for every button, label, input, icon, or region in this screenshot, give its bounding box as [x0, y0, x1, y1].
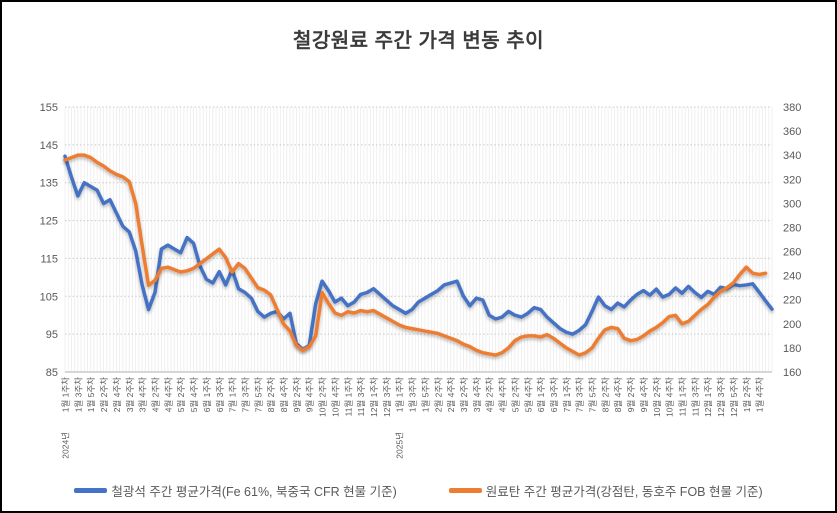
- svg-text:10월 2주차: 10월 2주차: [318, 377, 328, 417]
- svg-text:11월 1주차: 11월 1주차: [343, 377, 353, 417]
- svg-text:5월 4주차: 5월 4주차: [189, 377, 199, 412]
- legend-item-iron-ore: 철광석 주간 평균가격(Fe 61%, 북중국 CFR 현물 기준): [74, 481, 397, 500]
- svg-text:2월 2주차: 2월 2주차: [99, 377, 109, 412]
- svg-text:320: 320: [783, 174, 801, 186]
- svg-text:2024년: 2024년: [61, 432, 71, 459]
- legend-item-coking-coal: 원료탄 주간 평균가격(강점탄, 동호주 FOB 현물 기준): [448, 481, 763, 500]
- svg-text:1월 1주차: 1월 1주차: [61, 377, 71, 412]
- svg-text:3월 4주차: 3월 4주차: [138, 377, 148, 412]
- svg-text:3월 4주차: 3월 4주차: [472, 377, 482, 412]
- svg-text:4월 2주차: 4월 2주차: [485, 377, 495, 412]
- svg-text:135: 135: [40, 178, 58, 190]
- svg-text:125: 125: [40, 216, 58, 228]
- page-title: 철강원료 주간 가격 변동 추이: [292, 30, 545, 52]
- svg-text:4월 4주차: 4월 4주차: [163, 377, 173, 412]
- svg-text:12월 3주차: 12월 3주차: [382, 377, 392, 417]
- svg-text:85: 85: [46, 367, 58, 379]
- svg-text:115: 115: [40, 253, 58, 265]
- svg-text:2월 4주차: 2월 4주차: [112, 377, 122, 412]
- svg-text:5월 4주차: 5월 4주차: [523, 377, 533, 412]
- legend-label-coking-coal: 원료탄 주간 평균가격(강점탄, 동호주 FOB 현물 기준): [485, 485, 763, 499]
- svg-text:1월 1주차: 1월 1주차: [395, 377, 405, 412]
- svg-text:9월 2주차: 9월 2주차: [292, 377, 302, 412]
- svg-text:10월 4주차: 10월 4주차: [330, 377, 340, 417]
- svg-text:5월 2주차: 5월 2주차: [176, 377, 186, 412]
- svg-text:9월 2주차: 9월 2주차: [626, 377, 636, 412]
- svg-text:200: 200: [783, 319, 801, 331]
- svg-text:7월 1주차: 7월 1주차: [228, 377, 238, 412]
- svg-text:180: 180: [783, 343, 801, 355]
- svg-text:6월 3주차: 6월 3주차: [215, 377, 225, 412]
- svg-text:1월 2주차: 1월 2주차: [742, 377, 752, 412]
- svg-text:10월 4주차: 10월 4주차: [665, 377, 675, 417]
- svg-text:12월 1주차: 12월 1주차: [703, 377, 713, 417]
- svg-text:2025년: 2025년: [395, 432, 405, 459]
- plot-hatch-gridlines: [64, 107, 773, 372]
- svg-text:300: 300: [783, 198, 801, 210]
- svg-text:7월 5주차: 7월 5주차: [253, 377, 263, 412]
- svg-text:1월 3주차: 1월 3주차: [408, 377, 418, 412]
- svg-text:7월 3주차: 7월 3주차: [240, 377, 250, 412]
- iron-ore-line-marker-icon: [74, 488, 108, 493]
- svg-text:105: 105: [40, 291, 58, 303]
- svg-text:260: 260: [783, 247, 801, 259]
- svg-text:10월 2주차: 10월 2주차: [652, 377, 662, 417]
- right-axis-tick-labels: 160 180 200 220 240 260 280 300 320 340 360 380: [783, 102, 801, 379]
- svg-text:4월 2주차: 4월 2주차: [150, 377, 160, 412]
- svg-text:7월 1주차: 7월 1주차: [562, 377, 572, 412]
- svg-text:6월 1주차: 6월 1주차: [202, 377, 212, 412]
- svg-text:3월 2주차: 3월 2주차: [459, 377, 469, 412]
- svg-text:155: 155: [40, 102, 58, 114]
- svg-text:6월 1주차: 6월 1주차: [536, 377, 546, 412]
- svg-text:3월 2주차: 3월 2주차: [125, 377, 135, 412]
- svg-text:12월 5주차: 12월 5주차: [729, 377, 739, 417]
- svg-text:8월 2주차: 8월 2주차: [266, 377, 276, 412]
- svg-text:1월 5주차: 1월 5주차: [86, 377, 96, 412]
- svg-text:4월 4주차: 4월 4주차: [498, 377, 508, 412]
- x-axis-tick-labels: 1월 1주차 1월 3주차 1월 5주차 2월 2주차 2월 4주차 3월 2주차 3월 4…: [61, 377, 765, 417]
- svg-text:160: 160: [783, 367, 801, 379]
- svg-text:11월 3주차: 11월 3주차: [690, 377, 700, 417]
- svg-text:360: 360: [783, 126, 801, 138]
- svg-text:8월 2주차: 8월 2주차: [600, 377, 610, 412]
- svg-text:9월 4주차: 9월 4주차: [305, 377, 315, 412]
- svg-text:5월 2주차: 5월 2주차: [510, 377, 520, 412]
- svg-text:12월 1주차: 12월 1주차: [369, 377, 379, 417]
- legend-label-iron-ore: 철광석 주간 평균가격(Fe 61%, 북중국 CFR 현물 기준): [111, 485, 397, 499]
- svg-text:6월 3주차: 6월 3주차: [549, 377, 559, 412]
- coking-coal-price-line: [63, 153, 768, 357]
- svg-text:280: 280: [783, 222, 801, 234]
- svg-text:240: 240: [783, 271, 801, 283]
- svg-text:8월 4주차: 8월 4주차: [613, 377, 623, 412]
- x-axis-year-labels: 2024년 2025년: [61, 432, 405, 459]
- svg-text:1월 3주차: 1월 3주차: [73, 377, 83, 412]
- left-axis-tick-labels: 85 95 105 115 125 135 145 155: [40, 102, 58, 379]
- svg-text:7월 3주차: 7월 3주차: [575, 377, 585, 412]
- iron-ore-price-line: [63, 154, 774, 352]
- coking-coal-line-marker-icon: [448, 488, 482, 493]
- svg-text:8월 4주차: 8월 4주차: [279, 377, 289, 412]
- svg-text:2월 2주차: 2월 2주차: [433, 377, 443, 412]
- svg-text:7월 5주차: 7월 5주차: [588, 377, 598, 412]
- svg-text:340: 340: [783, 150, 801, 162]
- svg-text:380: 380: [783, 102, 801, 114]
- svg-text:11월 3주차: 11월 3주차: [356, 377, 366, 417]
- svg-text:95: 95: [46, 329, 58, 341]
- svg-text:9월 4주차: 9월 4주차: [639, 377, 649, 412]
- svg-text:11월 1주차: 11월 1주차: [678, 377, 688, 417]
- svg-text:1월 4주차: 1월 4주차: [755, 377, 765, 412]
- chart-legend: 철광석 주간 평균가격(Fe 61%, 북중국 CFR 현물 기준) 원료탄 주…: [2, 481, 835, 500]
- svg-text:12월 3주차: 12월 3주차: [716, 377, 726, 417]
- svg-text:1월 5주차: 1월 5주차: [420, 377, 430, 412]
- svg-text:220: 220: [783, 295, 801, 307]
- svg-text:2월 4주차: 2월 4주차: [446, 377, 456, 412]
- svg-text:145: 145: [40, 140, 58, 152]
